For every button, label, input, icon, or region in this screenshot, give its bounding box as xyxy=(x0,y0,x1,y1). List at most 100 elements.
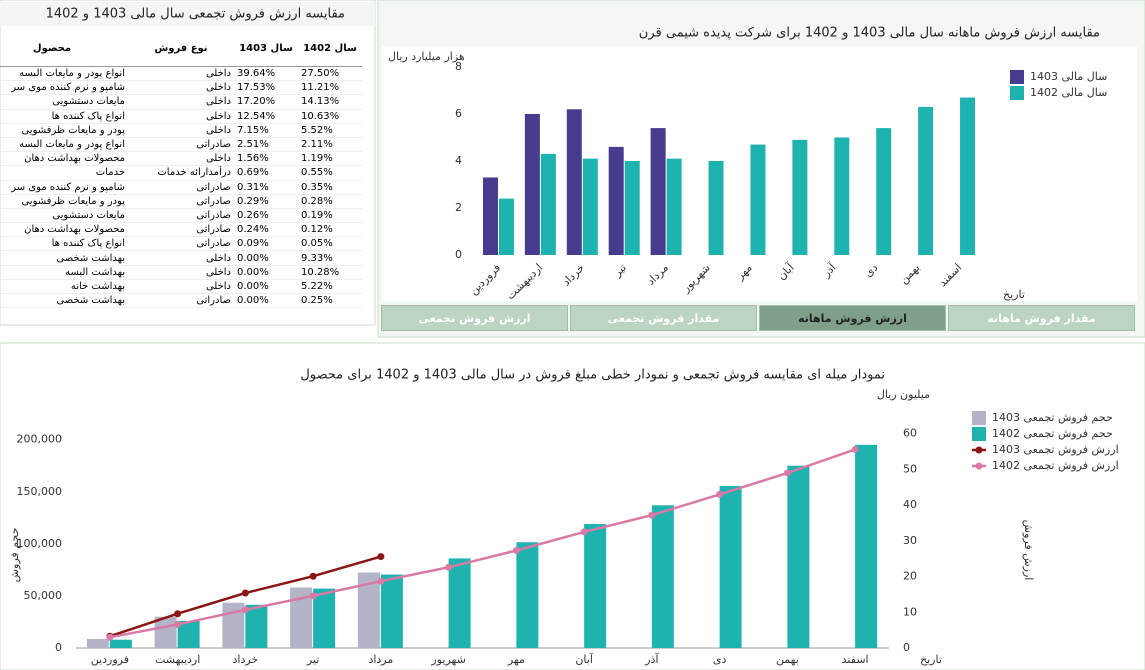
point xyxy=(648,511,656,519)
legend-swatch xyxy=(972,411,986,425)
x-tick-label: دی xyxy=(713,653,727,666)
table-cell: 0.00% xyxy=(234,250,298,266)
x-tick-label: فروردین xyxy=(91,653,129,666)
tab[interactable]: ارزش فروش تجمعی xyxy=(381,305,568,331)
x-tick-label: بهمن xyxy=(776,653,799,666)
x-tick-label: آذر xyxy=(644,652,659,666)
tab[interactable]: مقدار فروش تجمعی xyxy=(570,305,757,331)
y-tick-label: 0 xyxy=(455,248,462,261)
tab[interactable]: ارزش فروش ماهانه xyxy=(759,305,946,331)
table-cell: 0.35% xyxy=(298,180,362,195)
point xyxy=(580,528,588,536)
table-row: 0.05% 0.09% صادراتی انواع پاک کننده ها xyxy=(0,236,362,252)
table-cell: 0.09% xyxy=(234,236,298,252)
bar xyxy=(834,137,850,255)
table-cell: داخلی xyxy=(128,151,234,167)
table-cell: درآمدارائه خدمات xyxy=(128,165,234,181)
table-cell: 0.55% xyxy=(298,165,362,181)
table-cell: شامپو و نرم کننده موی سر xyxy=(0,180,128,195)
table-row: 0.55% 0.69% درآمدارائه خدمات خدمات xyxy=(0,165,362,181)
table-cell: داخلی xyxy=(128,80,234,96)
bar xyxy=(750,144,766,255)
table-cell: محصولات بهداشت دهان xyxy=(0,222,128,238)
bar xyxy=(516,542,539,648)
table-cell: 17.20% xyxy=(234,94,298,110)
table-row: 11.21% 17.53% داخلی شامپو و نرم کننده موی س… xyxy=(0,80,362,96)
table-row: 0.25% 0.00% صادراتی بهداشت شخصی xyxy=(0,293,362,309)
point xyxy=(106,633,114,641)
table-cell: صادراتی xyxy=(128,222,234,238)
table-cell: انواع پودر و مایعات البسه xyxy=(0,137,128,153)
table-cell: صادراتی xyxy=(128,293,234,309)
legend-label: سال مالی 1403 xyxy=(1030,70,1107,83)
x-axis-label: تاریخ xyxy=(1003,288,1025,301)
bar xyxy=(719,486,742,648)
table-cell: داخلی xyxy=(128,265,234,280)
y-tick-label: 4 xyxy=(455,154,462,167)
y2-tick-label: 30 xyxy=(903,534,917,547)
line xyxy=(109,448,856,639)
table-cell: 0.28% xyxy=(298,194,362,209)
table-cell: 0.19% xyxy=(298,208,362,224)
point xyxy=(241,606,249,614)
table-row: 27.50% 39.64% داخلی انواع پودر و مایعات الب… xyxy=(0,66,362,82)
x-tick-label: آبان xyxy=(575,652,593,666)
table-cell: 5.52% xyxy=(298,123,362,138)
table-cell: داخلی xyxy=(128,109,234,124)
y2-unit: میلیون ریال xyxy=(877,388,930,401)
y2-tick-label: 50 xyxy=(903,462,917,475)
y-tick-label: 8 xyxy=(455,60,462,73)
table-cell: داخلی xyxy=(128,250,234,266)
table-cell: محصولات بهداشت دهان xyxy=(0,151,128,167)
table-cell: 0.00% xyxy=(234,279,298,295)
bar xyxy=(357,572,380,648)
y-tick-label: 100,000 xyxy=(17,537,63,550)
bar xyxy=(86,638,109,648)
bar xyxy=(918,106,934,255)
table-cell: صادراتی xyxy=(128,208,234,224)
y-axis-label: حجم فروش xyxy=(8,528,21,583)
table-cell: 0.26% xyxy=(234,208,298,224)
bar xyxy=(313,588,336,648)
table-cell: خدمات xyxy=(0,165,128,181)
table-cell: داخلی xyxy=(128,279,234,295)
bar xyxy=(245,604,268,648)
y2-tick-label: 20 xyxy=(903,570,917,583)
table-cell: 5.22% xyxy=(298,279,362,295)
bar xyxy=(482,177,498,255)
bar xyxy=(624,161,640,255)
bar xyxy=(708,161,724,255)
y-tick-label: 2 xyxy=(455,201,462,214)
y2-tick-label: 10 xyxy=(903,605,917,618)
legend-swatch xyxy=(972,427,986,441)
point xyxy=(377,577,385,585)
legend-swatch xyxy=(975,462,983,470)
x-tick-label: خرداد xyxy=(233,653,259,666)
y2-axis-label: ارزش فروش xyxy=(1022,520,1035,581)
legend-label: سال مالی 1402 xyxy=(1030,86,1107,99)
table-row: 0.35% 0.31% صادراتی شامپو و نرم کننده موی س… xyxy=(0,180,362,195)
panel-title: مقایسه ارزش فروش تجمعی سال مالی 1403 و 1… xyxy=(46,7,345,22)
table-row: 14.13% 17.20% داخلی مایعات دستشویی xyxy=(0,94,362,110)
table-cell: داخلی xyxy=(128,94,234,110)
y-tick-label: 50,000 xyxy=(24,589,63,602)
point xyxy=(512,547,520,554)
legend-swatch xyxy=(1010,70,1024,84)
bar xyxy=(177,620,200,648)
table-cell: 11.21% xyxy=(298,80,362,96)
tab[interactable]: مقدار فروش ماهانه xyxy=(948,305,1135,331)
table-container: سال 1402 سال 1403 نوع فروش محصول 27.50% 39.64… xyxy=(0,30,362,322)
table-cell: 0.05% xyxy=(298,236,362,252)
bar xyxy=(651,505,674,648)
column-header: سال 1402 xyxy=(298,30,362,67)
y2-tick-label: 60 xyxy=(903,427,917,440)
legend-label: حجم فروش تجمعی 1403 xyxy=(992,411,1113,424)
chart-title: نمودار میله ای مقایسه فروش تجمعی و نمودا… xyxy=(300,368,885,383)
table-cell: 9.33% xyxy=(298,250,362,266)
bar xyxy=(666,158,682,255)
bar xyxy=(787,465,810,648)
legend-label: حجم فروش تجمعی 1402 xyxy=(992,427,1113,440)
bar xyxy=(498,198,514,255)
